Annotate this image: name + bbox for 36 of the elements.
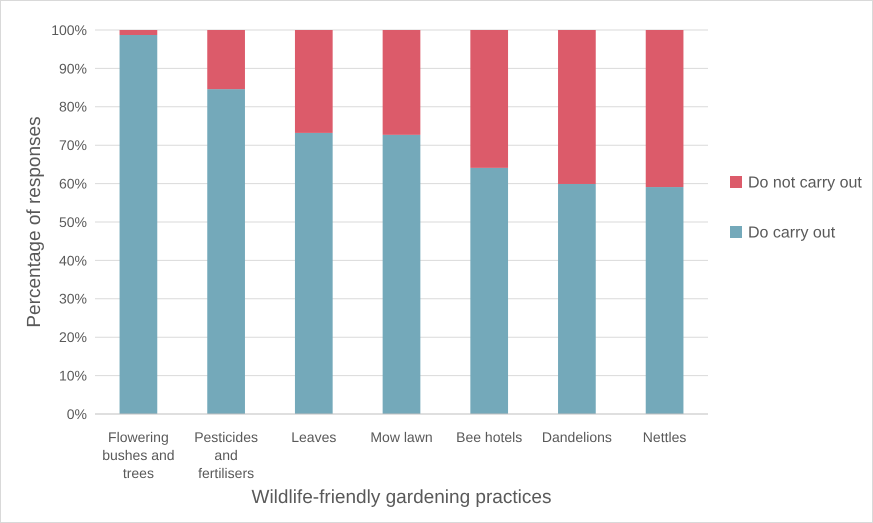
bar [120, 30, 158, 35]
bar [646, 30, 684, 188]
bar [470, 30, 508, 168]
x-tick-label: Mow lawn [370, 429, 433, 445]
bar [646, 187, 684, 414]
y-tick-label: 80% [58, 98, 87, 115]
y-axis-title: Percentage of responses [24, 116, 45, 328]
y-tick-label: 70% [58, 137, 87, 154]
y-tick-label: 10% [58, 368, 87, 384]
y-tick-label: 90% [58, 60, 87, 76]
legend-label: Do not carry out [748, 174, 862, 192]
y-tick-label: 100% [51, 22, 87, 38]
legend-label: Do carry out [748, 224, 836, 242]
bar [558, 30, 596, 184]
x-tick-label: Leaves [291, 429, 336, 445]
bar [382, 30, 420, 135]
x-tick-label: Nettles [642, 429, 686, 445]
bar [558, 184, 596, 414]
y-tick-label: 40% [58, 252, 87, 268]
bar [382, 134, 420, 414]
y-tick-label: 0% [66, 406, 87, 422]
x-tick-label: Dandelions [542, 429, 612, 445]
y-tick-label: 20% [58, 329, 87, 346]
x-tick-label: Pesticides and fertilisers [194, 429, 258, 481]
bar [207, 30, 245, 90]
x-tick-label: Bee hotels [456, 429, 522, 445]
bar [207, 89, 245, 414]
bar [294, 30, 333, 133]
bar [470, 168, 508, 414]
y-tick-label: 60% [58, 176, 87, 192]
x-axis-title: Wildlife-friendly gardening practices [252, 487, 552, 508]
y-tick-label: 30% [58, 290, 87, 307]
x-tick-label: Flowering bushes and trees [102, 429, 175, 481]
bar [294, 132, 333, 414]
y-tick-label: 50% [58, 214, 87, 230]
bar [120, 34, 158, 414]
